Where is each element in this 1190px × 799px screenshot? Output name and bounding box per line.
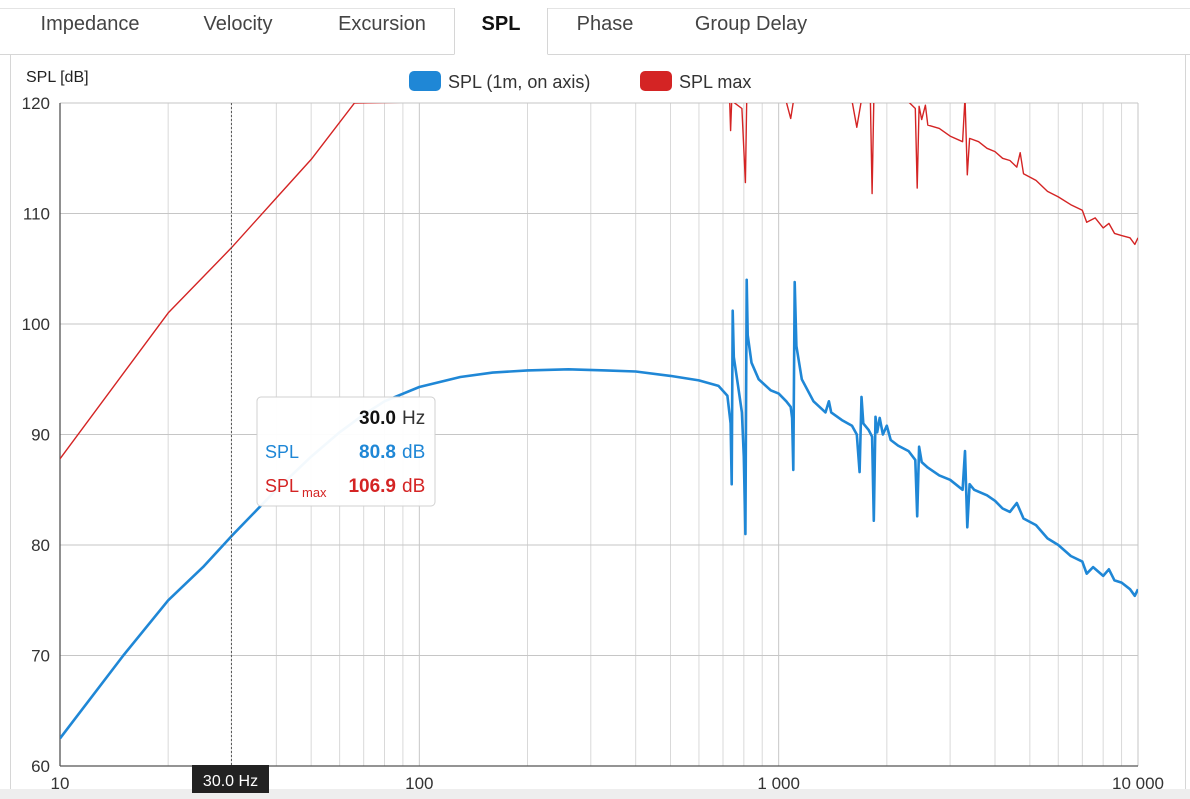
tooltip-freq-unit: Hz xyxy=(402,408,425,429)
tooltip-splmax-subscript: max xyxy=(302,485,327,500)
series-line-spl-max xyxy=(60,103,1138,460)
legend: SPL (1m, on axis) SPL max xyxy=(409,71,751,92)
tooltip-spl-value: 80.8 xyxy=(359,442,396,463)
tab-excursion[interactable]: Excursion xyxy=(338,13,426,35)
tooltip-spl-unit: dB xyxy=(402,442,425,463)
legend-swatch-spl xyxy=(409,71,441,91)
series-layer xyxy=(60,103,1138,740)
y-tick-label: 60 xyxy=(31,757,50,776)
x-tick-labels: 10 100 1 000 10 000 xyxy=(51,774,1164,793)
y-tick-label: 70 xyxy=(31,647,50,666)
legend-item-spl[interactable]: SPL (1m, on axis) xyxy=(409,71,590,92)
cursor-x-label: 30.0 Hz xyxy=(192,765,269,793)
tooltip-box xyxy=(256,396,436,507)
y-tick-label: 100 xyxy=(22,315,50,334)
tab-group-delay[interactable]: Group Delay xyxy=(694,13,808,35)
tooltip-spl-label: SPL xyxy=(265,442,299,462)
cursor-x-label-background xyxy=(192,765,269,793)
y-tick-labels: 60 70 80 90 100 110 120 xyxy=(22,94,50,776)
series-line-spl xyxy=(60,278,1138,740)
y-tick-label: 110 xyxy=(23,205,50,224)
legend-swatch-spl-max xyxy=(640,71,672,91)
legend-label-spl-max: SPL max xyxy=(679,72,751,92)
x-tick-label: 10 000 xyxy=(1112,774,1164,793)
y-tick-label: 120 xyxy=(22,94,50,113)
chart-grid xyxy=(59,102,1139,767)
y-axis-label: SPL [dB] xyxy=(26,69,89,86)
tooltip-splmax-label: SPL xyxy=(265,476,299,496)
x-tick-label: 100 xyxy=(405,774,433,793)
tab-bar: Impedance Velocity Excursion SPL Phase G… xyxy=(0,0,1190,55)
bottom-strip xyxy=(0,789,1190,799)
tab-impedance[interactable]: Impedance xyxy=(40,13,140,35)
y-tick-label: 80 xyxy=(31,536,50,555)
y-tick-label: 90 xyxy=(31,426,50,445)
tab-bar-top-border xyxy=(0,8,1190,9)
x-tick-label: 1 000 xyxy=(757,774,800,793)
tab-phase[interactable]: Phase xyxy=(576,13,634,35)
cursor-x-label-text: 30.0 Hz xyxy=(203,773,258,790)
tooltip-splmax-unit: dB xyxy=(402,476,425,497)
tab-velocity[interactable]: Velocity xyxy=(203,13,273,35)
tooltip-splmax-value: 106.9 xyxy=(348,476,396,497)
legend-label-spl: SPL (1m, on axis) xyxy=(448,72,590,92)
chart-panel xyxy=(10,54,1186,789)
tab-spl[interactable]: SPL xyxy=(454,8,548,55)
tooltip-freq-value: 30.0 xyxy=(359,408,396,429)
legend-item-spl-max[interactable]: SPL max xyxy=(640,71,751,92)
tooltip: 30.0 Hz SPL 80.8 dB SPL max 106.9 dB xyxy=(256,396,436,507)
x-tick-label: 10 xyxy=(51,774,70,793)
